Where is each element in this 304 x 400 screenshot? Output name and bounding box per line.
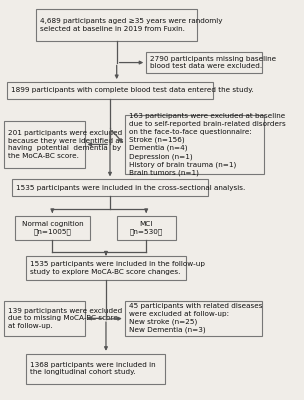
- Text: 2790 participants missing baseline
blood test data were excluded.: 2790 participants missing baseline blood…: [150, 56, 276, 70]
- Text: 163 participants were excluded at baseline
due to self-reported brain-related di: 163 participants were excluded at baseli…: [129, 114, 285, 176]
- FancyBboxPatch shape: [36, 8, 197, 41]
- Text: 1368 participants were included in
the longitudinal cohort study.: 1368 participants were included in the l…: [29, 362, 155, 376]
- Text: Normal cognition
（n=1005）: Normal cognition （n=1005）: [22, 221, 83, 235]
- FancyBboxPatch shape: [15, 216, 90, 240]
- FancyBboxPatch shape: [125, 301, 261, 336]
- FancyBboxPatch shape: [4, 301, 85, 336]
- FancyBboxPatch shape: [7, 82, 213, 99]
- FancyBboxPatch shape: [26, 354, 165, 384]
- Text: 45 participants with related diseases
were excluded at follow-up:
New stroke (n=: 45 participants with related diseases we…: [129, 303, 262, 334]
- Text: 139 participants were excluded
due to missing MoCA-BC score
at follow-up.: 139 participants were excluded due to mi…: [8, 308, 122, 329]
- FancyBboxPatch shape: [125, 115, 264, 174]
- Text: 1535 participants were included in the cross-sectional analysis.: 1535 participants were included in the c…: [16, 185, 245, 191]
- FancyBboxPatch shape: [117, 216, 176, 240]
- Text: 201 participants were excluded
because they were identified as
having  potential: 201 participants were excluded because t…: [8, 130, 124, 159]
- Text: MCI
（n=530）: MCI （n=530）: [130, 221, 163, 235]
- FancyBboxPatch shape: [4, 120, 85, 168]
- FancyBboxPatch shape: [12, 179, 208, 196]
- Text: 1899 participants with complete blood test data entered the study.: 1899 participants with complete blood te…: [11, 87, 254, 93]
- Text: 4,689 participants aged ≥35 years were randomly
selected at baseline in 2019 fro: 4,689 participants aged ≥35 years were r…: [40, 18, 223, 32]
- FancyBboxPatch shape: [26, 256, 186, 280]
- FancyBboxPatch shape: [146, 52, 261, 73]
- Text: 1535 participants were included in the follow-up
study to explore MoCA-BC score : 1535 participants were included in the f…: [29, 261, 205, 275]
